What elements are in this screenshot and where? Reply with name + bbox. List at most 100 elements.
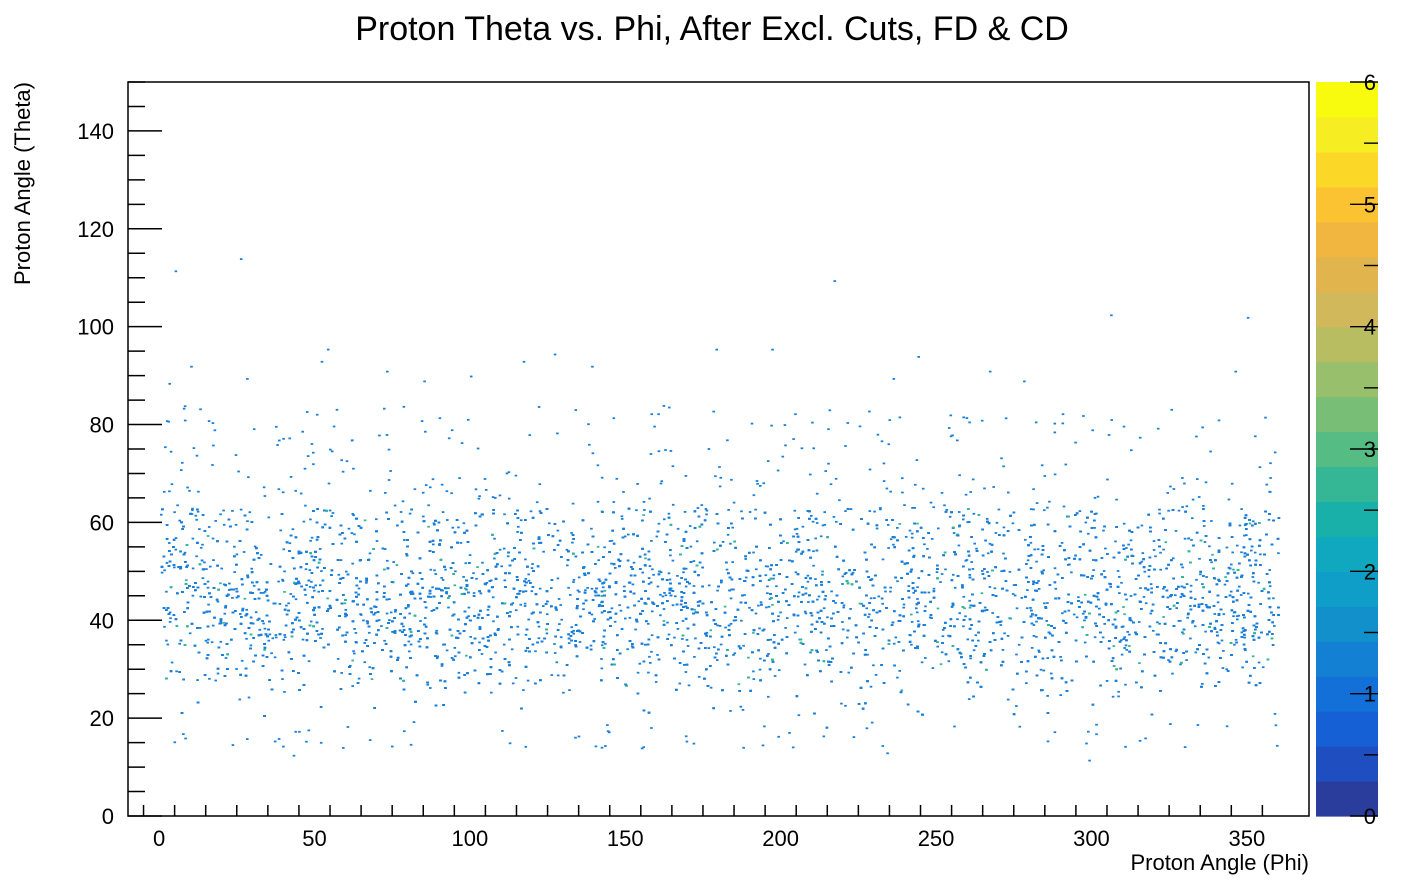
data-point xyxy=(219,640,223,643)
data-point xyxy=(844,510,847,512)
data-point xyxy=(318,548,322,550)
data-point xyxy=(408,650,411,653)
data-point xyxy=(692,585,696,587)
data-point xyxy=(666,621,669,624)
data-point xyxy=(454,655,457,658)
data-point xyxy=(682,571,685,574)
data-point xyxy=(916,620,920,623)
data-point xyxy=(429,568,433,571)
data-point xyxy=(977,639,980,642)
data-point xyxy=(503,579,507,582)
data-point xyxy=(1084,521,1088,524)
data-point xyxy=(235,596,239,599)
data-point xyxy=(620,518,624,520)
data-point xyxy=(889,538,893,541)
data-point xyxy=(240,659,244,662)
data-point xyxy=(1152,629,1155,632)
data-point xyxy=(304,594,307,596)
data-point xyxy=(550,674,554,676)
data-point xyxy=(812,564,815,567)
data-point xyxy=(1102,529,1105,532)
data-point xyxy=(1001,649,1005,651)
data-point xyxy=(457,526,460,529)
data-point xyxy=(445,649,449,652)
data-point xyxy=(775,585,778,588)
data-point xyxy=(958,525,961,528)
data-point xyxy=(352,514,355,517)
data-point xyxy=(1189,605,1192,607)
data-point xyxy=(1126,631,1129,633)
data-point xyxy=(713,646,716,649)
data-point xyxy=(841,575,845,578)
data-point xyxy=(1215,631,1219,633)
data-point xyxy=(1231,551,1234,554)
data-point xyxy=(493,537,496,540)
data-point xyxy=(1128,633,1131,636)
data-point xyxy=(1102,570,1106,572)
data-point xyxy=(1240,631,1244,634)
data-point xyxy=(842,604,846,607)
data-point xyxy=(207,526,211,528)
data-point xyxy=(654,681,658,683)
data-point xyxy=(453,584,457,587)
data-point xyxy=(485,582,489,584)
data-point xyxy=(168,611,172,614)
data-point xyxy=(1222,650,1225,652)
data-point xyxy=(511,602,515,605)
data-point xyxy=(881,602,884,605)
data-point xyxy=(1092,569,1095,571)
data-point xyxy=(684,671,688,673)
data-point xyxy=(1112,645,1116,647)
data-point xyxy=(212,559,215,561)
data-point xyxy=(478,641,481,644)
data-point xyxy=(557,598,561,600)
data-point xyxy=(259,592,263,594)
data-point xyxy=(1232,615,1235,618)
data-point xyxy=(306,601,309,604)
data-point xyxy=(915,607,918,610)
data-point xyxy=(767,653,770,655)
data-point xyxy=(767,605,771,608)
data-point xyxy=(1123,636,1126,639)
data-point xyxy=(851,571,855,574)
data-point xyxy=(1248,522,1252,525)
data-point xyxy=(519,603,522,606)
data-point xyxy=(671,604,675,607)
data-point xyxy=(1117,690,1120,693)
data-point xyxy=(304,568,308,571)
data-point xyxy=(165,562,169,564)
data-point xyxy=(816,598,819,601)
data-point xyxy=(273,656,277,659)
data-point xyxy=(1166,596,1170,599)
data-point xyxy=(659,571,663,574)
data-point xyxy=(239,613,242,615)
data-point xyxy=(258,628,262,631)
data-point xyxy=(219,513,222,516)
data-point xyxy=(952,573,955,576)
data-point xyxy=(444,568,447,571)
data-point xyxy=(163,569,166,572)
data-point xyxy=(916,647,919,650)
data-point xyxy=(1261,666,1265,669)
data-point xyxy=(630,645,634,648)
data-point xyxy=(1158,508,1161,511)
data-point xyxy=(596,545,600,548)
data-point xyxy=(994,532,998,534)
data-point xyxy=(767,695,770,698)
data-point xyxy=(973,542,976,545)
data-point xyxy=(274,602,277,605)
data-point xyxy=(748,511,752,513)
data-point xyxy=(534,650,537,653)
data-point xyxy=(667,512,671,515)
data-point xyxy=(966,638,970,641)
data-point xyxy=(577,576,581,579)
data-point xyxy=(707,647,711,649)
data-point xyxy=(1037,649,1041,652)
data-point xyxy=(331,512,335,514)
data-point xyxy=(842,606,845,609)
data-point xyxy=(524,558,527,561)
data-point xyxy=(160,513,163,516)
data-point xyxy=(1029,607,1032,609)
data-point xyxy=(663,592,666,594)
data-point xyxy=(814,578,817,580)
